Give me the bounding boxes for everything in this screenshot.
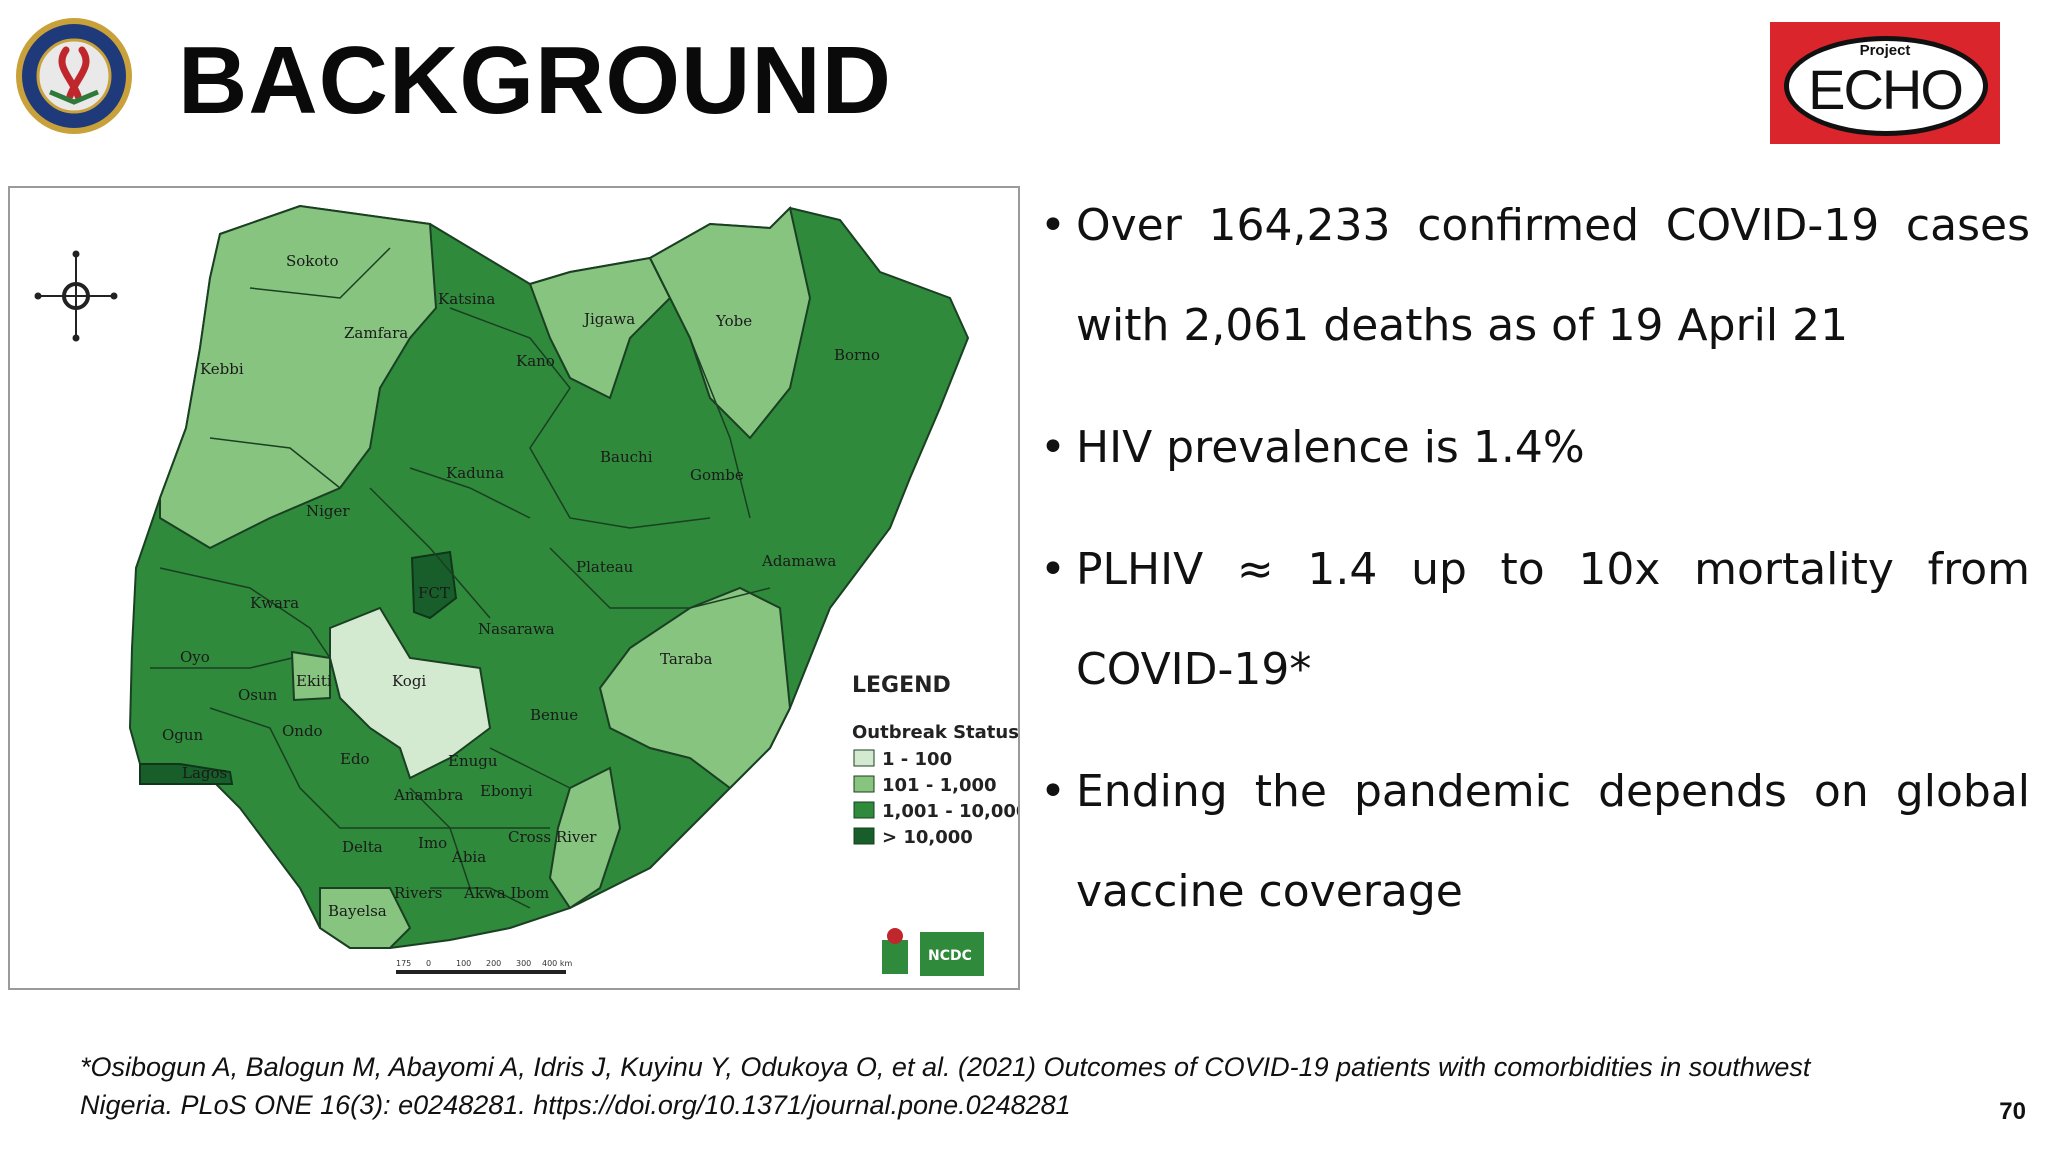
- state-label: Bauchi: [600, 448, 653, 466]
- state-label: Oyo: [180, 648, 210, 666]
- bullet-item: PLHIV ≈ 1.4 up to 10x mortality from COV…: [1040, 520, 2030, 720]
- legend-swatch: [853, 775, 875, 793]
- bullet-item: Ending the pandemic depends on global va…: [1040, 742, 2030, 942]
- scale-tick: 0: [426, 959, 431, 968]
- state-label: Zamfara: [344, 324, 408, 342]
- state-label: Lagos: [182, 764, 227, 782]
- state-label: Akwa Ibom: [463, 884, 549, 902]
- map-svg: Sokoto Zamfara Kebbi Katsina Kano Jigawa…: [34, 204, 1018, 976]
- ncdc-logo-text: NCDC: [928, 948, 972, 964]
- dod-hiv-seal-logo: [16, 18, 132, 134]
- state-label: Bayelsa: [328, 902, 387, 920]
- state-label: Ogun: [162, 726, 204, 744]
- logo-small-text: Project: [1859, 42, 1911, 59]
- state-label: FCT: [418, 584, 450, 602]
- scale-tick: 400 km: [542, 959, 572, 968]
- state-label: Kaduna: [446, 464, 504, 482]
- map-region-yobe: [648, 206, 812, 440]
- map-region-ekiti: [290, 650, 331, 702]
- logo-oval: [1784, 36, 1988, 136]
- state-label: Adamawa: [761, 552, 836, 570]
- state-label: Niger: [306, 502, 350, 520]
- legend-swatch: [853, 801, 875, 819]
- state-label: Jigawa: [582, 310, 635, 328]
- legend-item-label: 1,001 - 10,000: [882, 801, 1018, 822]
- state-label: Ekiti: [296, 672, 332, 690]
- legend-title: LEGEND: [852, 673, 951, 698]
- state-labels: Sokoto Zamfara Kebbi Katsina Kano Jigawa…: [162, 252, 880, 920]
- scale-tick: 175: [396, 959, 411, 968]
- state-label: Delta: [342, 838, 383, 856]
- legend-subtitle: Outbreak Status: [852, 722, 1018, 743]
- page-number: 70: [1999, 1098, 2026, 1125]
- state-label: Kano: [516, 352, 555, 370]
- state-label: Kogi: [392, 672, 426, 690]
- state-label: Ebonyi: [480, 782, 533, 800]
- state-label: Anambra: [393, 786, 463, 804]
- compass-rose-icon: [34, 250, 118, 342]
- state-label: Borno: [834, 346, 880, 364]
- state-label: Kwara: [250, 594, 299, 612]
- bullet-item: Over 164,233 confirmed COVID-19 cases wi…: [1040, 176, 2030, 376]
- map-region-bayelsa: [319, 887, 412, 949]
- state-label: Imo: [418, 834, 447, 852]
- state-label: Abia: [451, 848, 486, 866]
- map-region-northwest: [159, 204, 438, 550]
- map-region-taraba: [598, 586, 792, 790]
- slide-title: BACKGROUND: [178, 27, 892, 134]
- logo-main-text: ECHO: [1808, 58, 1964, 121]
- legend-item-label: 1 - 100: [882, 749, 952, 770]
- coat-of-arms-icon: [882, 928, 908, 974]
- project-echo-logo: Project ECHO: [1770, 22, 2000, 144]
- legend-swatch: [853, 827, 875, 845]
- state-label: Ondo: [282, 722, 323, 740]
- state-label: Edo: [340, 750, 370, 768]
- scale-bar: 175 0 100 200 300 400 km: [396, 959, 572, 974]
- map-region-fct: [410, 550, 458, 620]
- citation-footnote: *Osibogun A, Balogun M, Abayomi A, Idris…: [80, 1052, 1811, 1120]
- state-label: Osun: [238, 686, 278, 704]
- map-region-lagos: [139, 763, 234, 785]
- legend-item-label: 101 - 1,000: [882, 775, 997, 796]
- map-legend: LEGEND Outbreak Status 1 - 100 101 - 1,0…: [852, 673, 1018, 848]
- state-label: Taraba: [660, 650, 712, 668]
- state-label: Rivers: [394, 884, 442, 902]
- state-label: Nasarawa: [478, 620, 555, 638]
- map-region-cross-river: [548, 766, 622, 910]
- state-label: Benue: [530, 706, 578, 724]
- scale-tick: 300: [516, 959, 531, 968]
- state-label: Gombe: [690, 466, 744, 484]
- ncdc-logo: NCDC: [920, 932, 984, 976]
- nigeria-covid-map: Sokoto Zamfara Kebbi Katsina Kano Jigawa…: [8, 186, 1020, 990]
- state-label: Kebbi: [200, 360, 244, 378]
- state-label: Plateau: [576, 558, 634, 576]
- bullet-item: HIV prevalence is 1.4%: [1040, 398, 2030, 498]
- bullet-list: Over 164,233 confirmed COVID-19 cases wi…: [1040, 176, 2030, 964]
- state-label: Enugu: [448, 752, 498, 770]
- map-region-kogi: [329, 606, 492, 780]
- state-label: Cross River: [508, 828, 597, 846]
- scale-tick: 200: [486, 959, 501, 968]
- legend-swatch: [853, 749, 875, 767]
- state-borders: [150, 247, 771, 909]
- state-label: Katsina: [438, 290, 495, 308]
- state-label: Sokoto: [286, 252, 339, 270]
- map-region-jigawa: [528, 256, 672, 400]
- legend-item-label: > 10,000: [882, 827, 973, 848]
- scale-tick: 100: [456, 959, 471, 968]
- state-label: Yobe: [715, 312, 752, 330]
